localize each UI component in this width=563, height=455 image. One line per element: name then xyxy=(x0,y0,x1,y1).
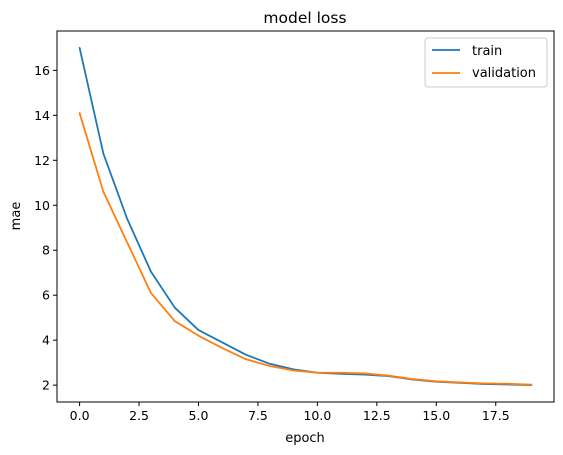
x-tick-label: 7.5 xyxy=(248,408,268,423)
x-tick-label: 2.5 xyxy=(129,408,149,423)
x-tick-label: 5.0 xyxy=(189,408,209,423)
y-axis-ticks: 2 4 6 8 10 12 14 16 xyxy=(34,63,57,393)
y-tick-label: 14 xyxy=(34,108,50,123)
x-tick-label: 12.5 xyxy=(363,408,391,423)
x-tick-label: 15.0 xyxy=(422,408,450,423)
x-axis-label: epoch xyxy=(285,431,325,446)
x-tick-label: 0.0 xyxy=(70,408,90,423)
legend: train validation xyxy=(424,37,548,88)
plot-frame xyxy=(56,30,555,403)
y-tick-label: 12 xyxy=(34,153,50,168)
x-tick-label: 10.0 xyxy=(303,408,331,423)
y-axis-label: mae xyxy=(9,202,24,231)
legend-label-validation: validation xyxy=(472,66,536,81)
chart-title: model loss xyxy=(263,9,346,27)
x-tick-label: 17.5 xyxy=(482,408,510,423)
y-tick-label: 6 xyxy=(42,288,50,303)
y-tick-label: 4 xyxy=(42,333,50,348)
y-tick-label: 8 xyxy=(42,243,50,258)
legend-label-train: train xyxy=(472,44,502,59)
y-tick-label: 16 xyxy=(34,63,50,78)
y-tick-label: 2 xyxy=(42,378,50,393)
x-axis-ticks: 0.0 2.5 5.0 7.5 10.0 12.5 15.0 17.5 xyxy=(70,402,510,423)
series-line-validation xyxy=(78,112,533,386)
y-tick-label: 10 xyxy=(34,198,50,213)
series-lines xyxy=(78,46,533,387)
